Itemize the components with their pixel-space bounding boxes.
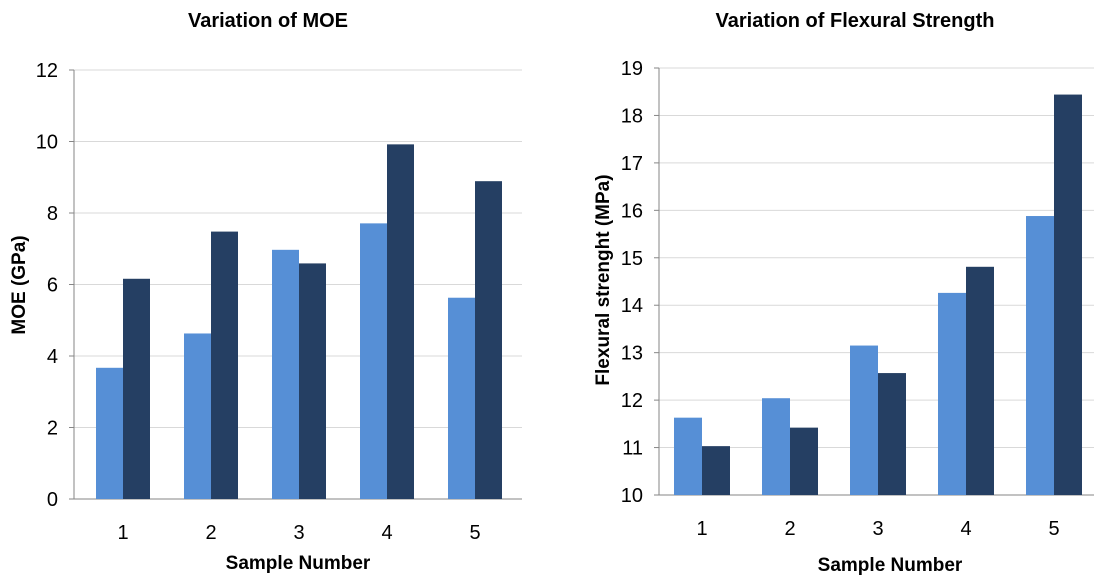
bar-series-2-sample-4 [966, 266, 994, 495]
bar-series-2-sample-5 [475, 181, 502, 499]
y-axis-title: MOE (GPa) [9, 235, 30, 334]
bar-series-1-sample-2 [184, 333, 211, 499]
bar-series-2-sample-1 [123, 278, 150, 499]
chart-title: Variation of Flexural Strength [716, 10, 995, 32]
x-tick-label: 1 [696, 518, 707, 540]
y-tick-label: 14 [621, 295, 643, 317]
y-tick-label: 12 [621, 390, 643, 412]
y-tick-label: 13 [621, 343, 643, 365]
y-tick-label: 19 [621, 58, 643, 80]
x-tick-label: 2 [784, 518, 795, 540]
bar-series-2-sample-2 [211, 231, 238, 499]
bar-series-1-sample-1 [674, 417, 702, 495]
bar-series-1-sample-5 [448, 297, 475, 499]
y-tick-label: 16 [621, 200, 643, 222]
x-tick-label: 2 [205, 522, 216, 544]
x-tick-label: 5 [1048, 518, 1059, 540]
bar-series-2-sample-3 [878, 373, 906, 495]
x-tick-label: 1 [117, 522, 128, 544]
x-tick-label: 3 [872, 518, 883, 540]
bar-series-1-sample-3 [850, 345, 878, 495]
y-tick-label: 10 [36, 132, 58, 154]
y-tick-label: 0 [47, 489, 58, 511]
y-tick-label: 18 [621, 105, 643, 127]
bar-series-1-sample-2 [762, 398, 790, 495]
x-tick-label: 4 [960, 518, 971, 540]
bar-series-1-sample-5 [1026, 216, 1054, 495]
bar-series-2-sample-1 [702, 446, 730, 495]
y-tick-label: 10 [621, 485, 643, 507]
bar-series-1-sample-3 [272, 249, 299, 499]
x-axis-title: Sample Number [818, 555, 963, 576]
bar-series-2-sample-2 [790, 427, 818, 495]
y-tick-label: 8 [47, 203, 58, 225]
y-tick-label: 6 [47, 275, 58, 297]
bar-series-2-sample-5 [1054, 94, 1082, 496]
y-tick-label: 15 [621, 248, 643, 270]
y-tick-label: 4 [47, 346, 58, 368]
x-tick-label: 4 [381, 522, 392, 544]
x-axis-title: Sample Number [226, 553, 371, 574]
chart-title: Variation of MOE [188, 10, 348, 32]
x-tick-label: 3 [293, 522, 304, 544]
y-tick-label: 12 [36, 60, 58, 82]
bar-series-2-sample-3 [299, 263, 326, 499]
y-tick-label: 11 [622, 438, 643, 460]
bar-series-1-sample-4 [938, 292, 966, 495]
bar-series-2-sample-4 [387, 144, 414, 500]
x-tick-label: 5 [469, 522, 480, 544]
bar-series-1-sample-1 [96, 367, 123, 499]
bar-series-1-sample-4 [360, 223, 387, 499]
y-tick-label: 2 [47, 418, 58, 440]
y-axis-title: Flexural strenght (MPa) [593, 174, 614, 385]
y-tick-label: 17 [621, 153, 643, 175]
flexural-strength-chart: Variation of Flexural Strength1011121314… [593, 10, 1094, 576]
